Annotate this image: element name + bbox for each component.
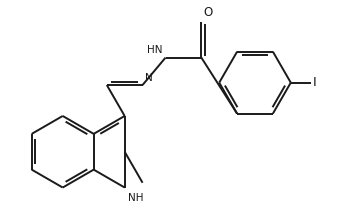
Text: I: I	[313, 76, 316, 89]
Text: NH: NH	[128, 194, 143, 203]
Text: N: N	[145, 73, 152, 83]
Text: HN: HN	[147, 45, 163, 55]
Text: O: O	[203, 6, 213, 19]
